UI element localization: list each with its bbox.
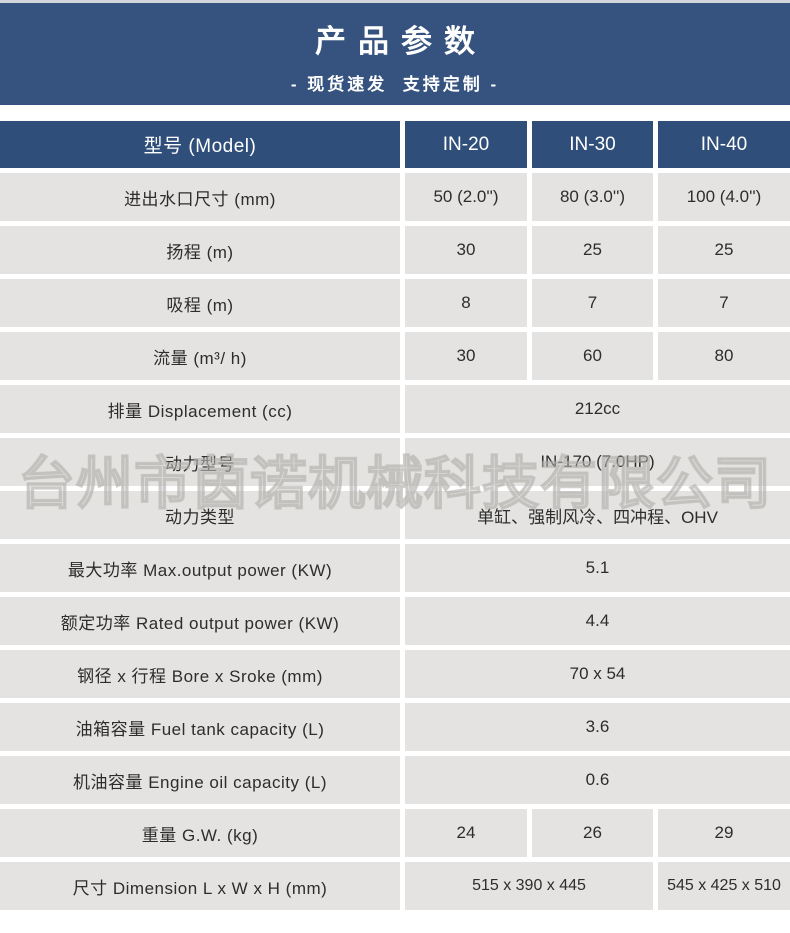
- spec-row: 重量 G.W. (kg) 24 26 29: [0, 809, 790, 857]
- spec-value: 545 x 425 x 510: [658, 862, 790, 910]
- spec-row: 额定功率 Rated output power (KW) 4.4: [0, 597, 790, 645]
- spec-value: 60: [532, 332, 653, 380]
- spec-label: 油箱容量 Fuel tank capacity (L): [0, 703, 400, 751]
- spec-value: 8: [405, 279, 527, 327]
- spec-value: 30: [405, 226, 527, 274]
- header-model-label: 型号 (Model): [0, 121, 400, 168]
- spec-label: 动力类型: [0, 491, 400, 539]
- spec-value: 70 x 54: [405, 650, 790, 698]
- spec-row: 最大功率 Max.output power (KW) 5.1: [0, 544, 790, 592]
- spec-value: 80: [658, 332, 790, 380]
- spec-label: 动力型号: [0, 438, 400, 486]
- spec-label: 尺寸 Dimension L x W x H (mm): [0, 862, 400, 910]
- header-col-in30: IN-30: [532, 121, 653, 168]
- spec-label: 进出水口尺寸 (mm): [0, 173, 400, 221]
- spec-label: 流量 (m³/ h): [0, 332, 400, 380]
- page-title: 产品参数: [315, 23, 487, 59]
- spec-row: 吸程 (m) 8 7 7: [0, 279, 790, 327]
- spec-value: 25: [658, 226, 790, 274]
- spec-label: 吸程 (m): [0, 279, 400, 327]
- spec-value: 24: [405, 809, 527, 857]
- spec-value: 26: [532, 809, 653, 857]
- spec-value: 3.6: [405, 703, 790, 751]
- spec-row: 流量 (m³/ h) 30 60 80: [0, 332, 790, 380]
- spec-label: 机油容量 Engine oil capacity (L): [0, 756, 400, 804]
- table-body: 进出水口尺寸 (mm) 50 (2.0'') 80 (3.0'') 100 (4.0'…: [0, 173, 790, 910]
- spec-value: 100 (4.0''): [658, 173, 790, 221]
- spec-table: 型号 (Model) IN-20 IN-30 IN-40 进出水口尺寸 (mm)…: [0, 121, 790, 910]
- header-col-in20: IN-20: [405, 121, 527, 168]
- spec-value: 7: [658, 279, 790, 327]
- spec-row: 钢径 x 行程 Bore x Sroke (mm) 70 x 54: [0, 650, 790, 698]
- spec-label: 最大功率 Max.output power (KW): [0, 544, 400, 592]
- spec-value: 0.6: [405, 756, 790, 804]
- spec-value: 25: [532, 226, 653, 274]
- spec-row: 排量 Displacement (cc) 212cc: [0, 385, 790, 433]
- spec-row: 动力型号 IN-170 (7.0HP): [0, 438, 790, 486]
- spec-value: 50 (2.0''): [405, 173, 527, 221]
- spec-value: 5.1: [405, 544, 790, 592]
- spec-row: 尺寸 Dimension L x W x H (mm) 515 x 390 x 4…: [0, 862, 790, 910]
- spec-value: 80 (3.0''): [532, 173, 653, 221]
- spec-label: 钢径 x 行程 Bore x Sroke (mm): [0, 650, 400, 698]
- spec-value: 30: [405, 332, 527, 380]
- table-header-row: 型号 (Model) IN-20 IN-30 IN-40: [0, 121, 790, 168]
- spec-label: 重量 G.W. (kg): [0, 809, 400, 857]
- spec-label: 额定功率 Rated output power (KW): [0, 597, 400, 645]
- spec-value: 515 x 390 x 445: [405, 862, 653, 910]
- spec-row: 油箱容量 Fuel tank capacity (L) 3.6: [0, 703, 790, 751]
- spec-value: 29: [658, 809, 790, 857]
- spec-label: 排量 Displacement (cc): [0, 385, 400, 433]
- title-banner: 产品参数 - 现货速发 支持定制 -: [0, 3, 790, 105]
- spec-label: 扬程 (m): [0, 226, 400, 274]
- spec-value: 7: [532, 279, 653, 327]
- spec-value: 单缸、强制风冷、四冲程、OHV: [405, 491, 790, 539]
- spec-value: IN-170 (7.0HP): [405, 438, 790, 486]
- spec-value: 212cc: [405, 385, 790, 433]
- header-col-in40: IN-40: [658, 121, 790, 168]
- spec-row: 动力类型 单缸、强制风冷、四冲程、OHV: [0, 491, 790, 539]
- top-divider: [0, 0, 790, 3]
- spec-row: 扬程 (m) 30 25 25: [0, 226, 790, 274]
- spec-value: 4.4: [405, 597, 790, 645]
- spec-row: 进出水口尺寸 (mm) 50 (2.0'') 80 (3.0'') 100 (4.0'…: [0, 173, 790, 221]
- page-subtitle: - 现货速发 支持定制 -: [290, 74, 500, 94]
- spec-row: 机油容量 Engine oil capacity (L) 0.6: [0, 756, 790, 804]
